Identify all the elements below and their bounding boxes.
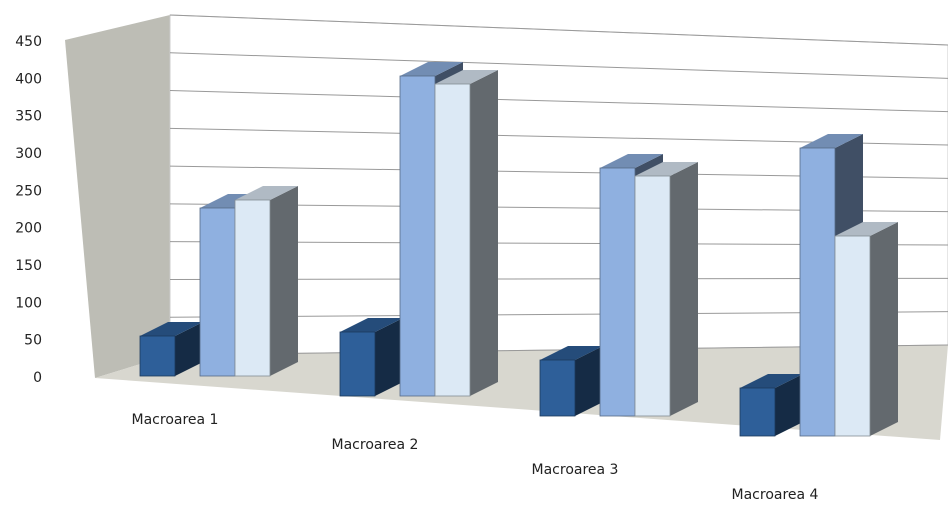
bar-top <box>740 374 803 388</box>
bar-side <box>470 70 498 396</box>
bar-top <box>400 62 463 76</box>
y-tick-label: 100 <box>15 295 42 311</box>
bar-side <box>175 322 203 376</box>
grid-line <box>169 52 948 79</box>
bar <box>434 83 471 397</box>
bar-side <box>375 318 403 396</box>
bar-top <box>540 346 603 360</box>
bar-top <box>600 154 663 168</box>
bar <box>599 167 636 417</box>
bar-top <box>800 134 863 148</box>
bar-top <box>435 70 498 84</box>
bar <box>739 387 776 437</box>
bar-side <box>575 346 603 416</box>
bar <box>199 207 236 377</box>
y-tick-label: 400 <box>15 71 42 87</box>
x-tick-label: Macroarea 3 <box>532 462 619 478</box>
grid-line <box>169 14 948 46</box>
bar-side <box>270 186 298 376</box>
grid-line <box>169 90 948 113</box>
bar <box>634 175 671 417</box>
bar <box>234 199 271 377</box>
bar-side <box>775 374 803 436</box>
bar-side <box>870 222 898 436</box>
y-tick-label: 300 <box>15 146 42 162</box>
y-tick-label: 150 <box>15 258 42 274</box>
y-tick-label: 350 <box>15 109 42 125</box>
floor <box>95 345 948 440</box>
y-tick-label: 450 <box>15 34 42 50</box>
x-tick-label: Macroarea 1 <box>132 412 219 428</box>
bar-top <box>235 186 298 200</box>
bar <box>539 359 576 417</box>
bar <box>399 75 436 397</box>
bar-top <box>635 162 698 176</box>
bar <box>139 335 176 377</box>
bar-side <box>670 162 698 416</box>
x-tick-label: Macroarea 4 <box>732 487 819 503</box>
bar-top <box>835 222 898 236</box>
bar-top <box>340 318 403 332</box>
bar <box>799 147 836 437</box>
x-tick-label: Macroarea 2 <box>332 437 419 453</box>
y-tick-label: 250 <box>15 183 42 199</box>
y-tick-label: 200 <box>15 221 42 237</box>
y-tick-label: 0 <box>33 370 42 386</box>
bar-top <box>140 322 203 336</box>
bar <box>339 331 376 397</box>
y-tick-label: 50 <box>24 333 42 349</box>
side-wall <box>65 15 170 378</box>
bar <box>834 235 871 437</box>
